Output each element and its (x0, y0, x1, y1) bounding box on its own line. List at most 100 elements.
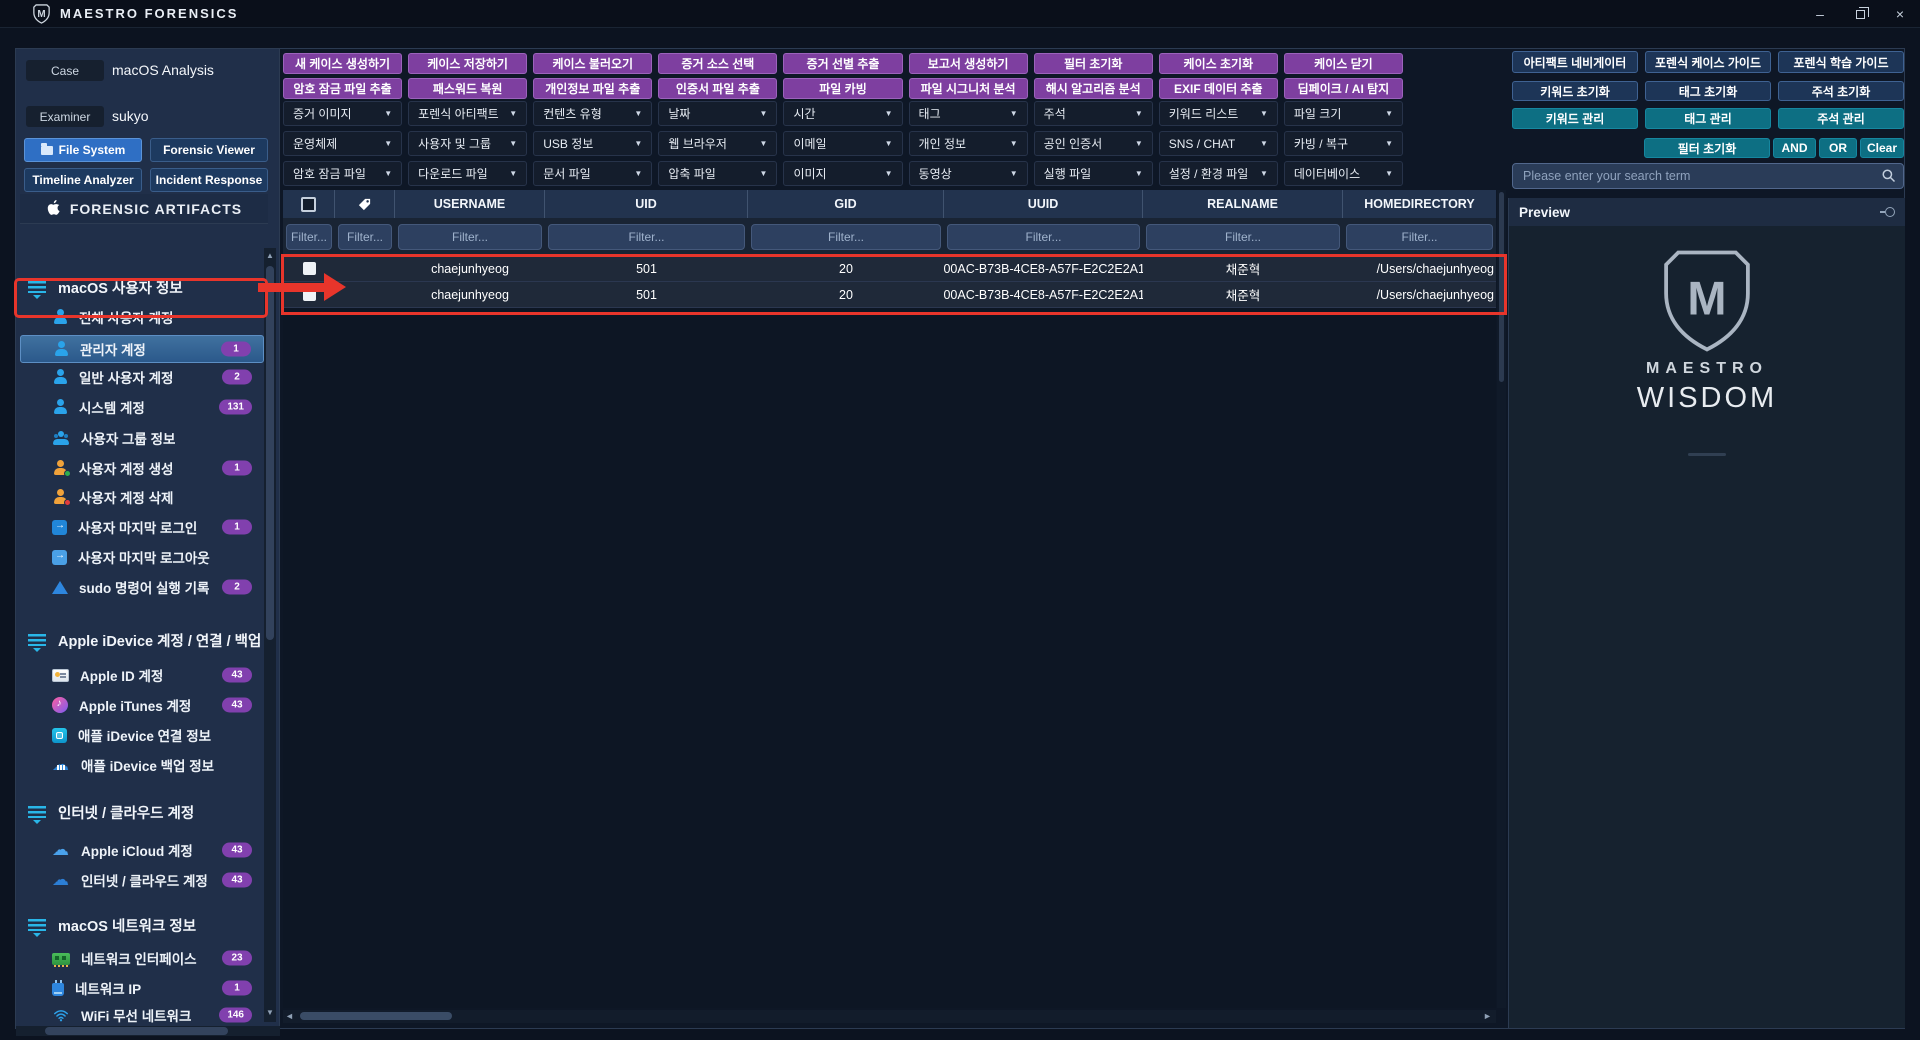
minimize-button[interactable]: – (1800, 0, 1840, 28)
filter-input-username[interactable]: Filter... (398, 224, 542, 250)
dropdown-tag[interactable]: 태그 ▼ (908, 101, 1028, 126)
clear-button[interactable]: Clear (1860, 138, 1904, 158)
filter-input-homedirectory[interactable]: Filter... (1346, 224, 1493, 250)
tree-item-last-logout[interactable]: 사용자 마지막 로그아웃 (20, 543, 264, 571)
scroll-left-arrow[interactable]: ◄ (285, 1011, 294, 1021)
filter-input-gid[interactable]: Filter... (751, 224, 941, 250)
tree-item-apple-id[interactable]: Apple ID 계정 43 (20, 661, 264, 689)
scroll-up-arrow[interactable]: ▲ (266, 251, 274, 260)
tag-column-header[interactable] (335, 190, 395, 218)
dropdown-users-groups[interactable]: 사용자 및 그룹 ▼ (408, 131, 528, 156)
case-reset-button[interactable]: 케이스 초기화 (1158, 53, 1278, 74)
tree-item-user-groups[interactable]: 사용자 그룹 정보 (20, 424, 264, 452)
scroll-right-arrow[interactable]: ► (1483, 1011, 1492, 1021)
tree-item-idevice-connection[interactable]: 애플 iDevice 연결 정보 (20, 721, 264, 749)
tag-manage-button[interactable]: 태그 관리 (1645, 108, 1771, 129)
nav-incident-response[interactable]: Incident Response (150, 168, 268, 192)
filter-reset-teal-button[interactable]: 필터 초기화 (1644, 138, 1770, 158)
dropdown-web-browser[interactable]: 웹 브라우저 ▼ (658, 131, 778, 156)
filter-reset-button[interactable]: 필터 초기화 (1033, 53, 1153, 74)
dropdown-content-type[interactable]: 컨텐츠 유형 ▼ (533, 101, 653, 126)
file-carving-button[interactable]: 파일 카빙 (783, 78, 903, 99)
tree-section-network[interactable]: macOS 네트워크 정보 (20, 911, 268, 939)
filter-input-realname[interactable]: Filter... (1146, 224, 1340, 250)
and-button[interactable]: AND (1773, 138, 1816, 158)
dropdown-archive-files[interactable]: 압축 파일 ▼ (658, 161, 778, 186)
tree-item-network-interface[interactable]: 네트워크 인터페이스 23 (20, 944, 264, 972)
tree-section-macos-users[interactable]: macOS 사용자 정보 (20, 273, 268, 301)
column-header-realname[interactable]: REALNAME (1143, 190, 1343, 218)
annotation-reset-button[interactable]: 주석 초기화 (1778, 81, 1904, 101)
tree-item-sudo-history[interactable]: sudo 명령어 실행 기록 2 (20, 573, 264, 601)
tree-item-itunes[interactable]: Apple iTunes 계정 43 (20, 691, 264, 719)
dropdown-keyword-list[interactable]: 키워드 리스트 ▼ (1158, 101, 1278, 126)
forensic-case-guide-button[interactable]: 포렌식 케이스 가이드 (1645, 51, 1771, 73)
dropdown-videos[interactable]: 동영상 ▼ (908, 161, 1028, 186)
certificate-extract-button[interactable]: 인증서 파일 추출 (658, 78, 778, 99)
evidence-source-button[interactable]: 증거 소스 선택 (658, 53, 778, 74)
dropdown-date[interactable]: 날짜 ▼ (658, 101, 778, 126)
dropdown-evidence-image[interactable]: 증거 이미지 ▼ (283, 101, 403, 126)
dropdown-document-files[interactable]: 문서 파일 ▼ (533, 161, 653, 186)
filter-input-checkbox[interactable]: Filter... (286, 224, 332, 250)
dropdown-time[interactable]: 시간 ▼ (783, 101, 903, 126)
close-case-button[interactable]: 케이스 닫기 (1283, 53, 1403, 74)
dropdown-usb-info[interactable]: USB 정보 ▼ (533, 131, 653, 156)
exif-extract-button[interactable]: EXIF 데이터 추출 (1158, 78, 1278, 99)
table-hscroll-thumb[interactable] (300, 1012, 452, 1020)
filter-input-tag[interactable]: Filter... (338, 224, 392, 250)
column-header-homedirectory[interactable]: HOMEDIRECTORY (1364, 197, 1475, 211)
sidebar-hscroll-thumb[interactable] (45, 1027, 228, 1035)
column-header-username[interactable]: USERNAME (395, 190, 545, 218)
close-button[interactable]: × (1880, 0, 1920, 28)
table-row[interactable]: chaejunhyeog 501 20 A00AC-B73B-4CE8-A57F… (283, 282, 1496, 308)
dropdown-certificate[interactable]: 공인 인증서 ▼ (1033, 131, 1153, 156)
tree-item-account-deleted[interactable]: 사용자 계정 삭제 (20, 483, 264, 511)
search-input[interactable] (1512, 163, 1904, 189)
select-all-checkbox[interactable] (283, 190, 335, 218)
restore-button[interactable] (1840, 0, 1880, 28)
deepfake-ai-button[interactable]: 딥페이크 / AI 탐지 (1283, 78, 1403, 99)
filter-input-uuid[interactable]: Filter... (947, 224, 1140, 250)
tree-item-idevice-backup[interactable]: 애플 iDevice 백업 정보 (20, 751, 264, 779)
tree-item-account-created[interactable]: 사용자 계정 생성 1 (20, 454, 264, 482)
tree-item-standard-accounts[interactable]: 일반 사용자 계정 2 (20, 363, 264, 391)
dropdown-executables[interactable]: 실행 파일 ▼ (1033, 161, 1153, 186)
tree-section-idevice[interactable]: Apple iDevice 계정 / 연결 / 백업 (20, 626, 268, 654)
dropdown-download-files[interactable]: 다운로드 파일 ▼ (408, 161, 528, 186)
dropdown-annotation[interactable]: 주석 ▼ (1033, 101, 1153, 126)
locked-file-extract-button[interactable]: 암호 잠금 파일 추출 (283, 78, 403, 99)
filter-input-uid[interactable]: Filter... (548, 224, 745, 250)
dropdown-os[interactable]: 운영체제 ▼ (283, 131, 403, 156)
table-vscroll-thumb[interactable] (1499, 192, 1504, 382)
pin-icon[interactable] (1880, 207, 1895, 217)
file-signature-button[interactable]: 파일 시그니처 분석 (908, 78, 1028, 99)
keyword-manage-button[interactable]: 키워드 관리 (1512, 108, 1638, 129)
tree-item-all-user-accounts[interactable]: 전체 사용자 계정 (20, 303, 264, 331)
dropdown-forensic-artifact[interactable]: 포렌식 아티팩트 ▼ (408, 101, 528, 126)
hash-analysis-button[interactable]: 해시 알고리즘 분석 (1033, 78, 1153, 99)
forensic-learning-guide-button[interactable]: 포렌식 학습 가이드 (1778, 51, 1904, 73)
dropdown-config-files[interactable]: 설정 / 환경 파일 ▼ (1158, 161, 1278, 186)
column-header-gid[interactable]: GID (748, 190, 944, 218)
password-recovery-button[interactable]: 패스워드 복원 (408, 78, 528, 99)
load-case-button[interactable]: 케이스 불러오기 (533, 53, 653, 74)
dropdown-sns-chat[interactable]: SNS / CHAT ▼ (1158, 131, 1278, 156)
tree-section-internet-cloud[interactable]: 인터넷 / 클라우드 계정 (20, 798, 268, 826)
nav-timeline-analyzer[interactable]: Timeline Analyzer (24, 168, 142, 192)
dropdown-file-size[interactable]: 파일 크기 ▼ (1283, 101, 1403, 126)
column-header-uuid[interactable]: UUID (944, 190, 1143, 218)
tree-item-internet-cloud[interactable]: 인터넷 / 클라우드 계정 43 (20, 866, 264, 894)
tag-reset-button[interactable]: 태그 초기화 (1645, 81, 1771, 101)
sidebar-scroll-thumb[interactable] (266, 266, 274, 640)
dropdown-carving-recovery[interactable]: 카빙 / 복구 ▼ (1283, 131, 1403, 156)
dropdown-images[interactable]: 이미지 ▼ (783, 161, 903, 186)
personal-info-extract-button[interactable]: 개인정보 파일 추출 (533, 78, 653, 99)
evidence-extract-button[interactable]: 증거 선별 추출 (783, 53, 903, 74)
dropdown-database[interactable]: 데이터베이스 ▼ (1283, 161, 1403, 186)
scroll-down-arrow[interactable]: ▼ (266, 1008, 274, 1017)
column-header-uid[interactable]: UID (545, 190, 748, 218)
tree-item-last-login[interactable]: 사용자 마지막 로그인 1 (20, 513, 264, 541)
row-checkbox[interactable] (302, 262, 316, 275)
tree-item-admin-accounts[interactable]: 관리자 계정 1 (20, 335, 264, 363)
